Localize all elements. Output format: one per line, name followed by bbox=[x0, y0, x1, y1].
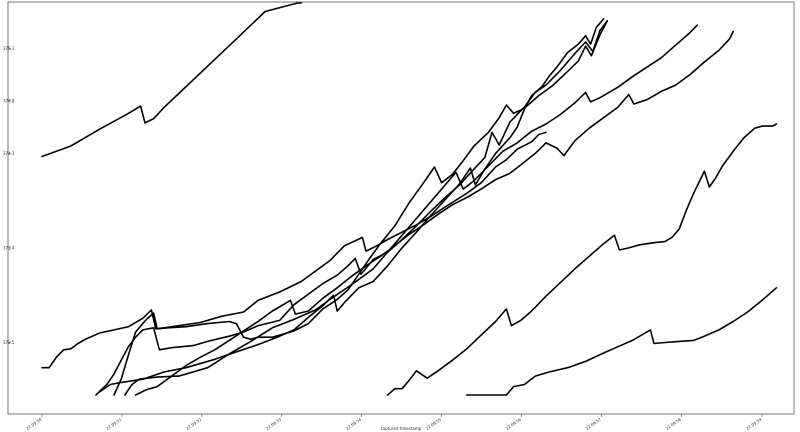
x-tick-label: 22 09:52 bbox=[185, 416, 203, 431]
series-line-1 bbox=[41, 2, 303, 158]
x-tick-label: 22 09:54 bbox=[345, 416, 363, 431]
x-axis-title: captured timestamp bbox=[381, 426, 422, 431]
series-line-4 bbox=[98, 18, 605, 393]
series-line-6 bbox=[113, 20, 609, 396]
y-tick-label: 374.8 bbox=[3, 98, 15, 103]
plot-frame bbox=[7, 1, 795, 415]
y-tick-label: 375.3 bbox=[3, 46, 15, 51]
x-tick-label: 22 09:55 bbox=[425, 416, 443, 431]
y-tick-label: 373.4 bbox=[3, 245, 15, 250]
x-tick-label: 22 09:53 bbox=[265, 416, 283, 431]
series-line-9 bbox=[465, 286, 778, 396]
x-tick-label: 22 09:56 bbox=[505, 416, 523, 431]
series-line-3 bbox=[95, 20, 609, 396]
y-tick-label: 374.3 bbox=[3, 151, 15, 156]
y-tick-label: 372.5 bbox=[3, 340, 15, 345]
series-lines bbox=[41, 2, 778, 396]
series-line-2 bbox=[41, 131, 547, 369]
x-tick-label: 22 09:50 bbox=[25, 416, 43, 431]
series-line-5 bbox=[124, 24, 699, 396]
x-tick-label: 22 09:58 bbox=[664, 416, 682, 431]
x-tick-label: 22 09:59 bbox=[745, 416, 763, 431]
series-line-8 bbox=[386, 123, 778, 396]
x-tick-label: 22 09:57 bbox=[584, 416, 602, 431]
y-axis-ticks: 372.5 373.4 374.3 374.8 375.3 bbox=[3, 46, 15, 345]
x-tick-label: 22 09:51 bbox=[105, 416, 123, 431]
series-line-7 bbox=[134, 30, 735, 396]
